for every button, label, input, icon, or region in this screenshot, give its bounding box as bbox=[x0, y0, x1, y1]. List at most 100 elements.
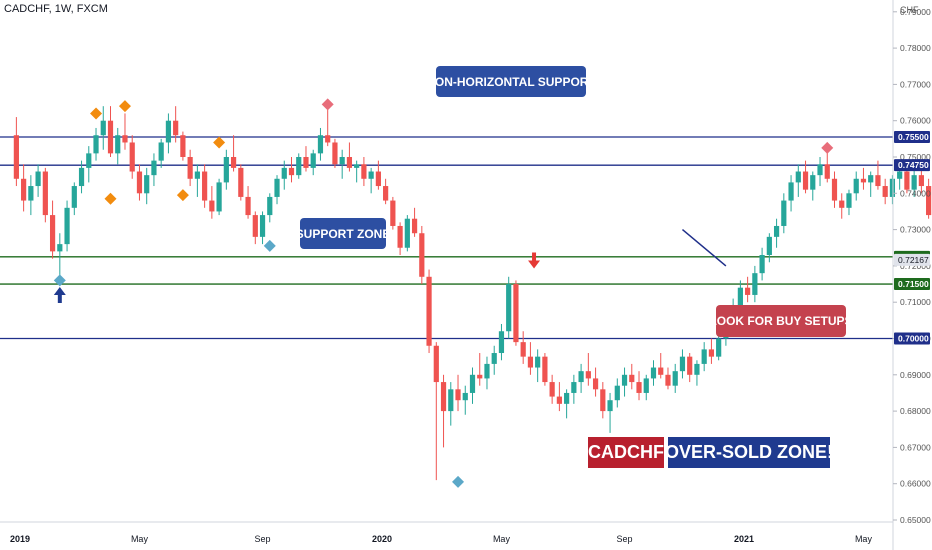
x-tick-label: 2020 bbox=[372, 534, 392, 544]
support-zone-pointer bbox=[681, 229, 727, 267]
candle-body bbox=[223, 157, 229, 183]
candle-body bbox=[64, 207, 70, 245]
signal-diamond bbox=[90, 107, 103, 120]
candle-body bbox=[766, 236, 772, 256]
last-price-label: 0.72167 bbox=[898, 255, 929, 265]
candle-body bbox=[585, 371, 591, 379]
level-label: 0.71500 bbox=[898, 279, 929, 289]
candle-body bbox=[194, 171, 200, 179]
candle-body bbox=[708, 349, 715, 357]
candle-body bbox=[310, 153, 316, 168]
candle-body bbox=[325, 135, 331, 143]
level-label: 0.75500 bbox=[898, 132, 929, 142]
candle-body bbox=[332, 142, 338, 165]
candle-body bbox=[245, 196, 251, 216]
candle-body bbox=[817, 164, 823, 176]
y-tick-label: 0.73000 bbox=[900, 225, 931, 235]
candle-body bbox=[238, 167, 244, 197]
candle-body bbox=[846, 193, 852, 208]
y-tick-label: 0.72000 bbox=[900, 261, 931, 271]
candle-body bbox=[397, 225, 403, 248]
candle-body bbox=[187, 157, 193, 179]
candle-body bbox=[781, 200, 787, 226]
candle-body bbox=[180, 135, 186, 157]
candle-body bbox=[650, 367, 657, 379]
candle-body bbox=[788, 182, 794, 201]
candle-body bbox=[209, 200, 215, 212]
candle-body bbox=[433, 345, 439, 383]
signal-markers bbox=[53, 98, 834, 488]
y-tick-label: 0.69000 bbox=[900, 370, 931, 380]
candles bbox=[13, 106, 932, 481]
candle-body bbox=[462, 392, 468, 401]
candle-body bbox=[173, 120, 179, 136]
candle-body bbox=[339, 157, 345, 165]
candle-body bbox=[520, 342, 526, 357]
x-tick-label: 2019 bbox=[10, 534, 30, 544]
candle-body bbox=[542, 356, 548, 383]
candle-body bbox=[831, 178, 838, 201]
signal-diamond bbox=[821, 141, 834, 154]
candle-body bbox=[745, 287, 751, 295]
candle-body bbox=[151, 160, 157, 176]
candle-body bbox=[810, 175, 816, 190]
candle-body bbox=[614, 385, 620, 401]
candle-body bbox=[491, 353, 497, 364]
candle-body bbox=[795, 171, 801, 183]
candle-body bbox=[592, 378, 599, 390]
candle-body bbox=[107, 120, 114, 154]
signal-diamond bbox=[118, 100, 131, 113]
candle-body bbox=[28, 186, 34, 201]
candle-body bbox=[506, 284, 512, 332]
candle-body bbox=[687, 356, 693, 375]
candle-body bbox=[100, 120, 106, 136]
candle-body bbox=[607, 400, 613, 412]
candle-body bbox=[469, 374, 476, 393]
candle-body bbox=[158, 142, 164, 161]
candle-body bbox=[440, 382, 447, 412]
candle-body bbox=[556, 396, 562, 404]
y-tick-label: 0.78000 bbox=[900, 43, 931, 53]
horizontal-levels bbox=[0, 136, 893, 340]
candle-body bbox=[629, 374, 635, 383]
candle-body bbox=[549, 382, 555, 397]
signal-diamond bbox=[104, 192, 117, 205]
level-label-bg bbox=[894, 131, 930, 144]
candle-body bbox=[93, 135, 99, 154]
y-tick-label: 0.66000 bbox=[900, 479, 931, 489]
candle-body bbox=[679, 356, 686, 372]
candle-body bbox=[296, 157, 302, 176]
signal-diamond bbox=[452, 475, 465, 488]
candle-body bbox=[21, 178, 27, 201]
candle-body bbox=[853, 178, 859, 194]
candle-body bbox=[136, 171, 143, 194]
candle-body bbox=[419, 233, 425, 277]
x-tick-label: May bbox=[855, 534, 873, 544]
callout-non-horizontal-support: NON-HORIZONTAL SUPPORT bbox=[426, 66, 596, 97]
x-tick-label: 2021 bbox=[734, 534, 754, 544]
level-label: 0.70000 bbox=[898, 334, 929, 344]
candle-body bbox=[129, 142, 135, 172]
candle-body bbox=[578, 371, 584, 383]
callout-look-for-buy-setups: LOOK FOR BUY SETUPS bbox=[709, 305, 853, 337]
candle-body bbox=[288, 167, 295, 176]
candle-body bbox=[643, 378, 649, 393]
candle-body bbox=[13, 135, 19, 179]
banner-oversold-zone: OVER-SOLD ZONE! bbox=[665, 437, 833, 468]
level-label: 0.74750 bbox=[898, 160, 929, 170]
callout-support-zone: SUPPORT ZONE bbox=[296, 218, 390, 249]
candle-body bbox=[317, 135, 324, 154]
candle-body bbox=[383, 186, 389, 201]
candle-body bbox=[165, 120, 172, 143]
down-arrow-marker bbox=[528, 252, 541, 269]
candle-body bbox=[897, 171, 903, 179]
candle-body bbox=[303, 157, 309, 168]
symbol-title: CADCHF, 1W, FXCM bbox=[4, 3, 108, 15]
candle-body bbox=[42, 171, 48, 216]
candle-body bbox=[404, 218, 410, 248]
candle-body bbox=[259, 215, 266, 237]
candle-body bbox=[918, 175, 924, 187]
y-tick-label: 0.71000 bbox=[900, 297, 931, 307]
candle-body bbox=[658, 367, 664, 375]
candle-body bbox=[477, 374, 483, 379]
